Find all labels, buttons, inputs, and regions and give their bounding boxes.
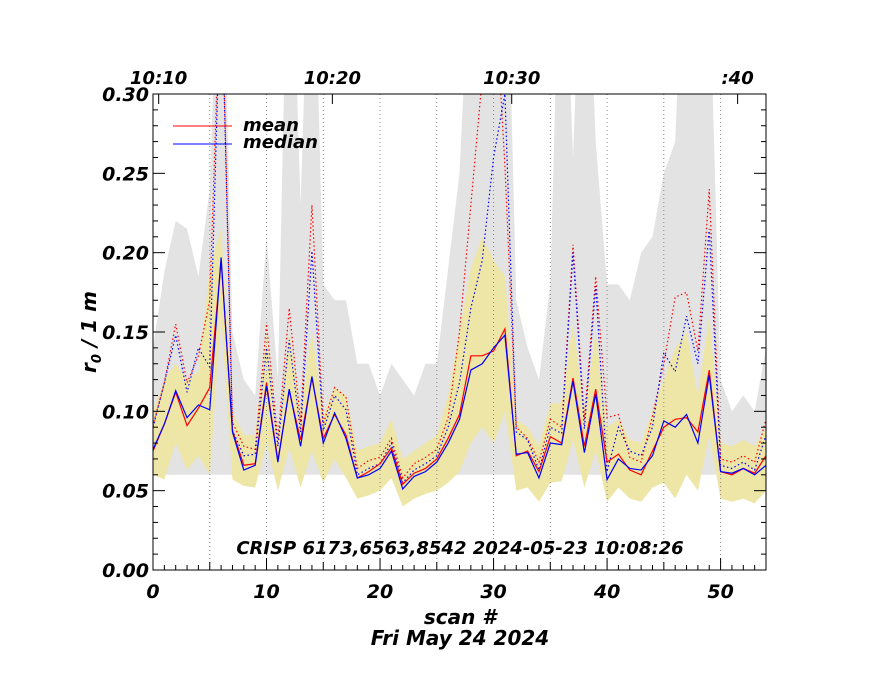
y-tick-label-6: 0.30 xyxy=(102,84,149,106)
top-tick-label-0: 10:10 xyxy=(130,68,187,89)
inner-range-band xyxy=(153,228,766,507)
top-tick-label-2: 10:30 xyxy=(483,68,540,89)
vertical-dotted-gridlines xyxy=(209,94,722,570)
y-axis-title-symbol: r xyxy=(77,362,101,373)
x-tick-label-50: 50 xyxy=(707,581,733,603)
percentile-bands xyxy=(153,94,766,507)
y-tick-label-0: 0.00 xyxy=(102,560,149,582)
legend-median-label: median xyxy=(243,132,318,153)
series-median-line xyxy=(153,257,766,491)
series-lines xyxy=(153,94,766,491)
chart-annotation: CRISP 6173,6563,8542 2024-05-23 10:08:26 xyxy=(236,538,683,559)
y-tick-label-3: 0.15 xyxy=(102,322,149,344)
top-tick-label-1: 10:20 xyxy=(304,68,361,89)
y-tick-label-4: 0.20 xyxy=(102,243,149,265)
x-tick-label-10: 10 xyxy=(253,581,279,603)
axis-labels: 0 10 20 30 40 500.000.050.100.150.200.250.301… xyxy=(102,68,754,603)
top-tick-label-3: :40 xyxy=(721,68,753,89)
x-tick-label-40: 40 xyxy=(593,581,620,603)
x-tick-label-20: 20 xyxy=(367,581,393,603)
y-tick-label-2: 0.10 xyxy=(102,401,149,423)
x-tick-label-30: 30 xyxy=(480,581,506,603)
x-axis-date: Fri May 24 2024 xyxy=(371,626,549,650)
legend: mean median xyxy=(173,115,318,153)
y-axis-title: r0 / 1 m xyxy=(77,291,105,373)
y-axis-title-subscript: 0 xyxy=(90,354,105,363)
legend-mean-label: mean xyxy=(243,115,299,136)
x-tick-label-0: 0 xyxy=(146,581,159,603)
x-axis-title: scan # xyxy=(424,605,498,629)
y-axis-title-unit: / 1 m xyxy=(77,291,101,354)
y-tick-label-5: 0.25 xyxy=(102,163,149,185)
axis-ticks xyxy=(152,93,767,571)
y-tick-label-1: 0.05 xyxy=(102,481,149,503)
